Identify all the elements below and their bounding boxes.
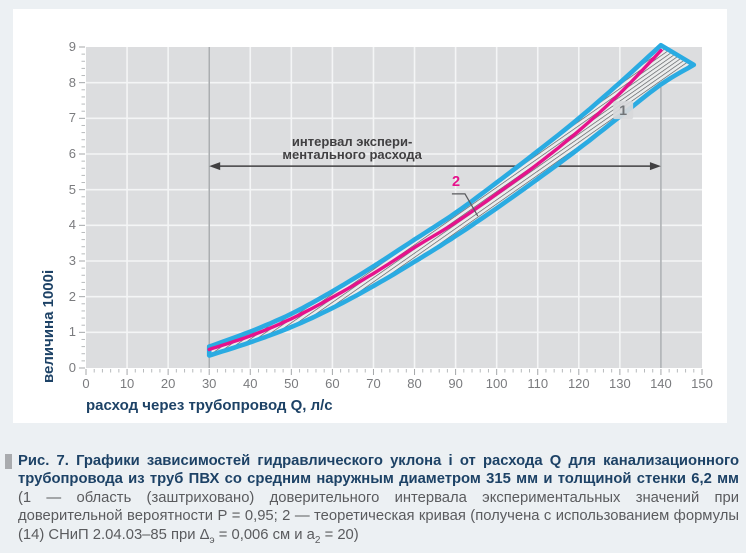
caption-text: Рис. 7. Графики зависимостей гидравличес… <box>18 452 739 546</box>
caption-bullet-icon <box>5 454 12 469</box>
theoretical-curve <box>207 48 663 352</box>
x-tick-label: 10 <box>119 376 135 391</box>
figure-caption: Рис. 7. Графики зависимостей гидравличес… <box>5 452 739 546</box>
y-tick-label: 0 <box>68 360 76 375</box>
chart-plot-area: интервал экспери-ментального расхода 1 2 0… <box>69 39 713 391</box>
x-tick-label: 140 <box>650 376 672 391</box>
y-axis-title: величина 1000i <box>40 269 57 383</box>
x-tick-label: 40 <box>243 376 258 391</box>
caption-delta-subscript: э <box>209 534 215 546</box>
chart-canvas: интервал экспери-ментального расхода 1 2 <box>79 42 703 375</box>
y-tick-label: 2 <box>68 288 76 304</box>
x-axis-title: расход через трубопровод Q, л/с <box>86 397 333 414</box>
y-tick-label: 7 <box>68 110 76 126</box>
x-tick-label: 30 <box>201 376 217 391</box>
caption-a-symbol: а <box>306 526 315 543</box>
x-tick-label: 20 <box>160 376 176 391</box>
interval-annotation-line1: интервал экспери- <box>292 134 412 149</box>
interval-arrow-right-head-icon <box>649 162 661 171</box>
y-tick-label: 3 <box>68 253 76 268</box>
x-tick-label: 80 <box>407 376 422 391</box>
y-tick-label: 8 <box>68 74 76 90</box>
curve-label: 2 <box>452 174 460 190</box>
curve-label-leader-line <box>451 193 479 217</box>
x-tick-label: 60 <box>325 376 340 391</box>
x-tick-label: 100 <box>485 376 508 391</box>
band-label-box <box>613 101 634 120</box>
x-tick-label: 120 <box>567 376 590 391</box>
y-tick-label: 4 <box>68 217 76 233</box>
y-tick-label: 9 <box>68 39 76 54</box>
x-tick-label: 110 <box>527 376 549 391</box>
caption-delta-symbol: Δ <box>199 526 210 543</box>
x-tick-label: 90 <box>448 376 463 391</box>
y-tick-label: 6 <box>68 146 76 161</box>
y-tick-label: 5 <box>68 181 76 197</box>
band-label: 1 <box>619 102 627 118</box>
y-tick-label: 1 <box>68 324 76 340</box>
figure-card: интервал экспери-ментального расхода 1 2 0… <box>13 9 727 423</box>
caption-bold-text: Рис. 7. Графики зависимостей гидравличес… <box>18 453 739 488</box>
caption-tail-text: = 20) <box>320 526 359 543</box>
confidence-band <box>206 42 697 358</box>
x-tick-label: 0 <box>82 376 90 391</box>
interval-arrow-left-head-icon <box>209 162 221 171</box>
x-tick-label: 70 <box>366 376 381 391</box>
caption-normal-text: (1 — область (заштриховано) доверительно… <box>18 489 739 543</box>
caption-mid-text: = 0,006 см и <box>214 526 307 543</box>
x-tick-label: 150 <box>691 376 713 391</box>
x-tick-label: 130 <box>609 376 631 391</box>
x-tick-label: 50 <box>284 376 299 391</box>
caption-a-subscript: 2 <box>314 534 321 546</box>
interval-annotation-line2: ментального расхода <box>282 147 422 162</box>
